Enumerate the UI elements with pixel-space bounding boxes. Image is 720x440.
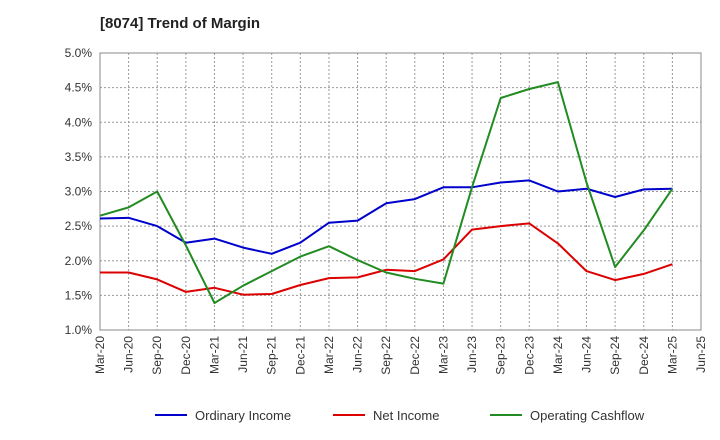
x-tick-label: Mar-22: [322, 336, 336, 374]
x-tick-label: Sep-20: [150, 336, 164, 375]
legend-label-ordinary-income: Ordinary Income: [195, 408, 291, 423]
x-tick-label: Jun-25: [694, 336, 708, 373]
x-tick-label: Jun-22: [351, 336, 365, 373]
x-tick-label: Dec-22: [408, 336, 422, 375]
x-tick-label: Dec-20: [179, 336, 193, 375]
x-tick-label: Mar-24: [551, 336, 565, 374]
y-tick-label: 1.0%: [65, 323, 93, 337]
x-tick-label: Dec-24: [637, 336, 651, 375]
x-tick-label: Sep-22: [379, 336, 393, 375]
x-tick-label: Mar-21: [207, 336, 221, 374]
axis-layer: 1.0% 1.5% 2.0% 2.5% 3.0% 3.5% 4.0% 4.5% 5.0% Mar-…: [65, 46, 708, 375]
y-tick-label: 3.5%: [65, 150, 93, 164]
x-tick-label: Sep-23: [494, 336, 508, 375]
y-tick-label: 3.0%: [65, 185, 93, 199]
chart-title: [8074] Trend of Margin: [100, 15, 261, 32]
series-layer: [99, 81, 674, 304]
y-tick-label: 2.5%: [65, 219, 93, 233]
x-tick-label: Sep-24: [608, 336, 622, 375]
series-line-net-income: [100, 222, 673, 296]
x-tick-label: Dec-23: [522, 336, 536, 375]
grid-layer: [99, 52, 702, 331]
plot-border: [99, 52, 702, 331]
x-tick-label: Mar-20: [93, 336, 107, 374]
x-tick-label: Jun-21: [236, 336, 250, 373]
x-tick-label: Jun-20: [122, 336, 136, 373]
x-tick-label: Jun-24: [580, 336, 594, 373]
legend-label-net-income: Net Income: [373, 408, 439, 423]
series-line-ordinary-income: [99, 179, 673, 255]
y-tick-label: 5.0%: [65, 46, 93, 60]
x-tick-label: Mar-23: [436, 336, 450, 374]
y-tick-label: 1.5%: [65, 288, 93, 302]
y-tick-label: 2.0%: [65, 254, 93, 268]
x-tick-label: Mar-25: [665, 336, 679, 374]
series-line-operating-cashflow: [99, 81, 674, 304]
x-tick-label: Jun-23: [465, 336, 479, 373]
y-tick-label: 4.5%: [65, 81, 93, 95]
x-tick-label: Dec-21: [293, 336, 307, 375]
legend: Ordinary Income Net Income Operating Cashf…: [155, 408, 645, 423]
legend-label-operating-cashflow: Operating Cashflow: [530, 408, 645, 423]
x-tick-label: Sep-21: [265, 336, 279, 375]
y-tick-label: 4.0%: [65, 115, 93, 129]
